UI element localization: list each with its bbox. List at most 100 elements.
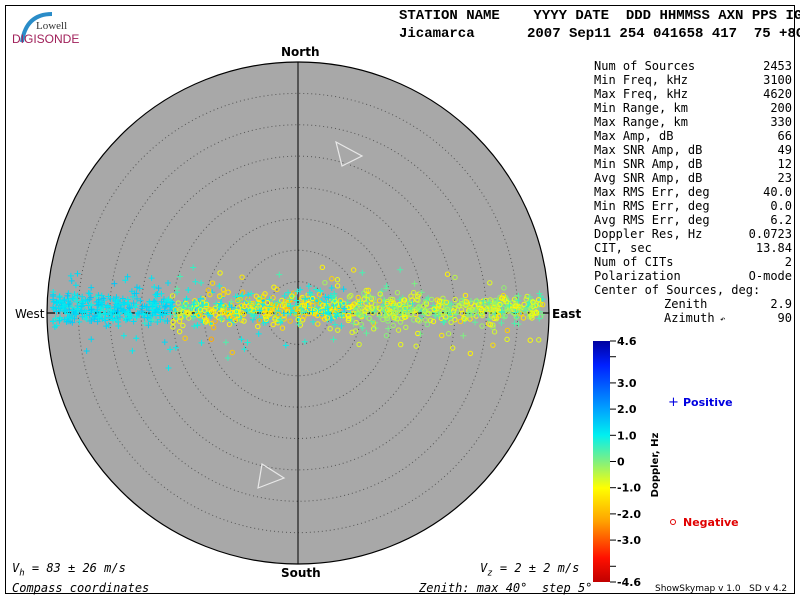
source-negative [509, 308, 515, 314]
center-row: Zenith 2.9 [594, 297, 792, 311]
source-negative [219, 310, 225, 316]
source-positive [162, 303, 169, 310]
source-positive [94, 302, 101, 309]
source-positive [74, 298, 81, 305]
source-negative [341, 300, 347, 306]
source-negative [364, 307, 371, 314]
source-negative [431, 306, 437, 312]
logo-arc [20, 12, 53, 43]
source-positive [172, 344, 179, 351]
source-positive [340, 308, 347, 315]
header-labels: STATION NAME YYYY DATE DDD HHMMSS AXN PP… [399, 8, 800, 24]
stat-value: 2 [784, 255, 792, 269]
source-negative [356, 341, 362, 348]
source-negative [205, 287, 212, 293]
source-positive [244, 308, 251, 315]
source-positive [256, 307, 263, 314]
source-negative [513, 314, 520, 320]
source-positive [111, 303, 118, 310]
source-negative [530, 299, 536, 305]
source-positive [330, 336, 337, 343]
source-positive [301, 295, 308, 302]
source-positive [363, 330, 370, 337]
statistics-panel: Num of Sources 2453 Min Freq, kHz 3100 Max F… [594, 59, 792, 325]
source-positive [88, 336, 95, 343]
stat-value: 13.84 [755, 241, 792, 255]
source-positive [472, 319, 479, 326]
source-positive [126, 304, 133, 311]
source-negative [255, 323, 261, 330]
header-values: 2007 Sep11 254 041658 417 75 +8G [527, 26, 800, 42]
stat-label: Avg SNR Amp, dB [594, 171, 703, 185]
source-positive [328, 285, 335, 292]
stat-row: CIT, sec 13.84 [594, 241, 792, 255]
source-positive [105, 322, 112, 329]
source-positive [330, 302, 337, 309]
source-positive [378, 288, 385, 295]
source-negative [416, 318, 423, 324]
source-positive [294, 288, 301, 295]
stat-row: Doppler Res, Hz 0.0723 [594, 227, 792, 241]
source-positive [124, 296, 131, 303]
source-positive [53, 308, 60, 315]
source-negative [476, 301, 482, 308]
direction-marker-south [257, 463, 286, 489]
source-negative [450, 345, 456, 351]
source-negative [183, 300, 189, 307]
source-positive [536, 315, 543, 322]
source-positive [134, 295, 141, 302]
source-positive [145, 315, 152, 322]
source-positive [121, 306, 128, 313]
source-positive [259, 301, 266, 308]
label-north: North [281, 45, 320, 59]
source-negative [281, 301, 288, 308]
source-positive [169, 299, 176, 306]
source-positive [251, 312, 258, 319]
source-positive [52, 315, 59, 322]
source-negative [264, 300, 271, 306]
source-negative [490, 342, 496, 348]
source-positive [162, 311, 169, 318]
source-positive [282, 342, 289, 349]
source-positive [411, 280, 418, 287]
source-negative [275, 311, 281, 318]
stat-value: O-mode [748, 269, 792, 283]
source-negative [528, 305, 534, 312]
colorbar-tick-label: 2.0 [617, 403, 637, 416]
source-negative [521, 301, 527, 308]
source-negative [377, 291, 383, 297]
source-positive [68, 277, 75, 284]
source-positive [154, 319, 161, 326]
stat-value: 49 [777, 143, 792, 157]
stat-row: Avg RMS Err, deg 6.2 [594, 213, 792, 227]
source-negative [270, 295, 276, 301]
source-positive [141, 314, 148, 321]
source-positive [417, 331, 424, 338]
legend-positive-marker: + [668, 395, 679, 410]
logo-text-lowell: Lowell [36, 20, 68, 32]
source-positive [192, 278, 199, 285]
source-positive [56, 317, 63, 324]
source-negative [346, 304, 353, 311]
source-positive [238, 336, 245, 343]
source-negative [452, 274, 458, 281]
source-positive [73, 306, 80, 313]
source-negative [499, 295, 506, 301]
colorbar-tick-label: 0 [617, 456, 625, 469]
source-positive [62, 307, 69, 314]
source-negative [349, 329, 355, 336]
source-negative [453, 302, 459, 308]
source-positive [64, 315, 71, 322]
source-positive [99, 301, 106, 308]
source-positive [152, 302, 159, 309]
source-positive [309, 308, 316, 315]
source-negative [279, 325, 286, 331]
source-negative [384, 300, 390, 307]
source-negative [262, 291, 268, 297]
stat-label: Max Range, km [594, 115, 688, 129]
legend-negative-marker [670, 519, 676, 525]
source-positive [56, 297, 63, 304]
source-positive [82, 297, 89, 304]
source-positive [130, 318, 137, 325]
source-positive [385, 325, 392, 332]
